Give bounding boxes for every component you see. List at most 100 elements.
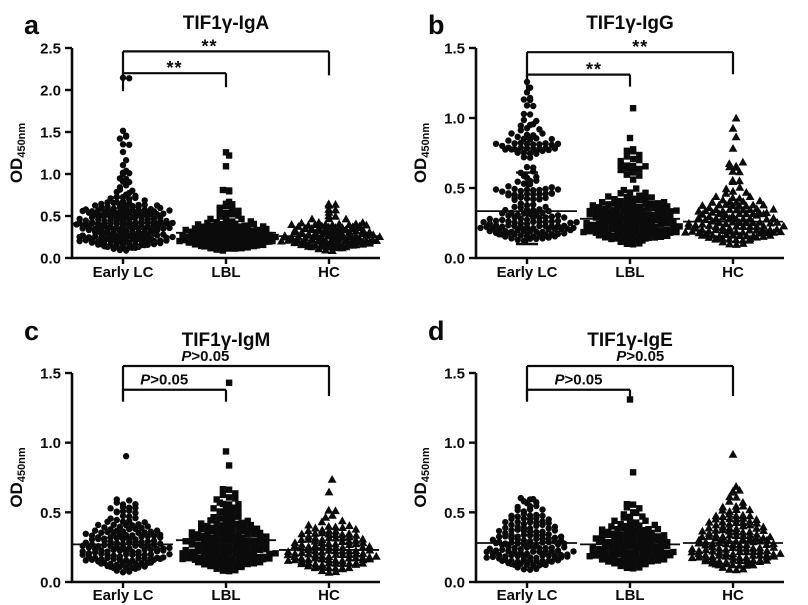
- y-tick-label: 0.5: [40, 505, 61, 522]
- data-point: [345, 558, 354, 567]
- data-point: [116, 135, 124, 142]
- data-point: [620, 235, 627, 243]
- data-point: [185, 234, 192, 241]
- data-point: [216, 204, 223, 211]
- data-point: [526, 121, 534, 129]
- data-point: [138, 560, 145, 567]
- data-point: [762, 208, 772, 217]
- data-point: [735, 167, 744, 176]
- data-point: [523, 131, 531, 138]
- data-point: [602, 205, 609, 213]
- data-point: [122, 175, 130, 183]
- data-point: [207, 215, 214, 223]
- data-point: [489, 536, 497, 544]
- data-point: [648, 533, 655, 541]
- data-point: [207, 241, 214, 249]
- data-point: [132, 500, 139, 508]
- data-point: [520, 116, 528, 124]
- data-point: [611, 517, 618, 524]
- data-point: [694, 546, 704, 555]
- data-point: [735, 176, 744, 185]
- data-point: [210, 559, 217, 567]
- data-point: [745, 235, 755, 244]
- data-point: [91, 202, 99, 209]
- scatter-group-lbl: [586, 396, 677, 572]
- data-point: [645, 227, 652, 234]
- data-point: [614, 525, 621, 533]
- data-point: [633, 237, 640, 244]
- data-point: [605, 213, 612, 220]
- data-point: [667, 208, 674, 215]
- data-point: [721, 219, 731, 228]
- data-point: [614, 547, 621, 555]
- y-tick-label: 1.0: [444, 435, 465, 452]
- data-point: [232, 550, 239, 557]
- data-point: [508, 228, 515, 236]
- data-point: [126, 504, 133, 511]
- data-point: [307, 225, 317, 234]
- data-point: [762, 214, 772, 223]
- data-point: [633, 185, 640, 192]
- x-category-label: LBL: [615, 587, 644, 604]
- data-point: [303, 220, 313, 229]
- data-point: [629, 540, 637, 547]
- data-point: [721, 557, 731, 566]
- data-point: [250, 560, 258, 567]
- data-point: [731, 501, 741, 510]
- data-point: [232, 546, 239, 554]
- significance-bracket: P>0.05: [121, 372, 228, 402]
- data-point: [126, 544, 133, 552]
- data-point: [520, 566, 528, 573]
- data-point: [704, 523, 714, 532]
- data-point: [480, 219, 487, 226]
- data-point: [660, 208, 668, 216]
- data-point: [718, 195, 728, 204]
- data-point: [725, 514, 734, 523]
- significance-label: **: [632, 37, 648, 57]
- data-point: [495, 527, 503, 535]
- data-point: [691, 220, 700, 229]
- data-point: [561, 214, 568, 221]
- data-point: [633, 547, 640, 554]
- data-point: [222, 555, 230, 562]
- data-point: [626, 236, 634, 243]
- data-point: [141, 551, 148, 558]
- data-point: [232, 490, 239, 497]
- data-point: [617, 166, 624, 174]
- data-point: [533, 173, 540, 181]
- data-point: [598, 532, 606, 539]
- data-point: [235, 504, 242, 512]
- data-point: [620, 511, 627, 518]
- data-point: [179, 555, 186, 563]
- data-point: [129, 213, 136, 221]
- significance-bracket: P>0.05: [525, 348, 735, 401]
- data-point: [225, 549, 233, 557]
- data-point: [272, 550, 279, 557]
- data-point: [499, 142, 506, 150]
- data-point: [748, 560, 758, 569]
- y-axis-label: OD450nm: [411, 447, 432, 508]
- data-point: [188, 529, 196, 536]
- data-point: [765, 532, 775, 541]
- data-point: [256, 534, 264, 541]
- scatter-group-early-lc: [477, 78, 580, 244]
- data-point: [253, 237, 261, 245]
- data-point: [334, 238, 344, 247]
- data-point: [119, 569, 127, 576]
- scatter-group-early-lc: [79, 453, 173, 576]
- data-point: [745, 192, 755, 200]
- data-point: [542, 140, 549, 147]
- data-point: [611, 560, 618, 567]
- data-point: [586, 553, 593, 560]
- data-point: [241, 559, 248, 566]
- data-point: [545, 531, 552, 538]
- data-point: [636, 192, 643, 199]
- data-point: [122, 167, 130, 174]
- data-point: [523, 102, 531, 109]
- data-point: [648, 529, 655, 537]
- data-point: [263, 542, 270, 549]
- data-point: [614, 543, 621, 550]
- data-point: [520, 154, 528, 161]
- significance-label: P>0.05: [181, 348, 229, 365]
- data-point: [345, 521, 354, 529]
